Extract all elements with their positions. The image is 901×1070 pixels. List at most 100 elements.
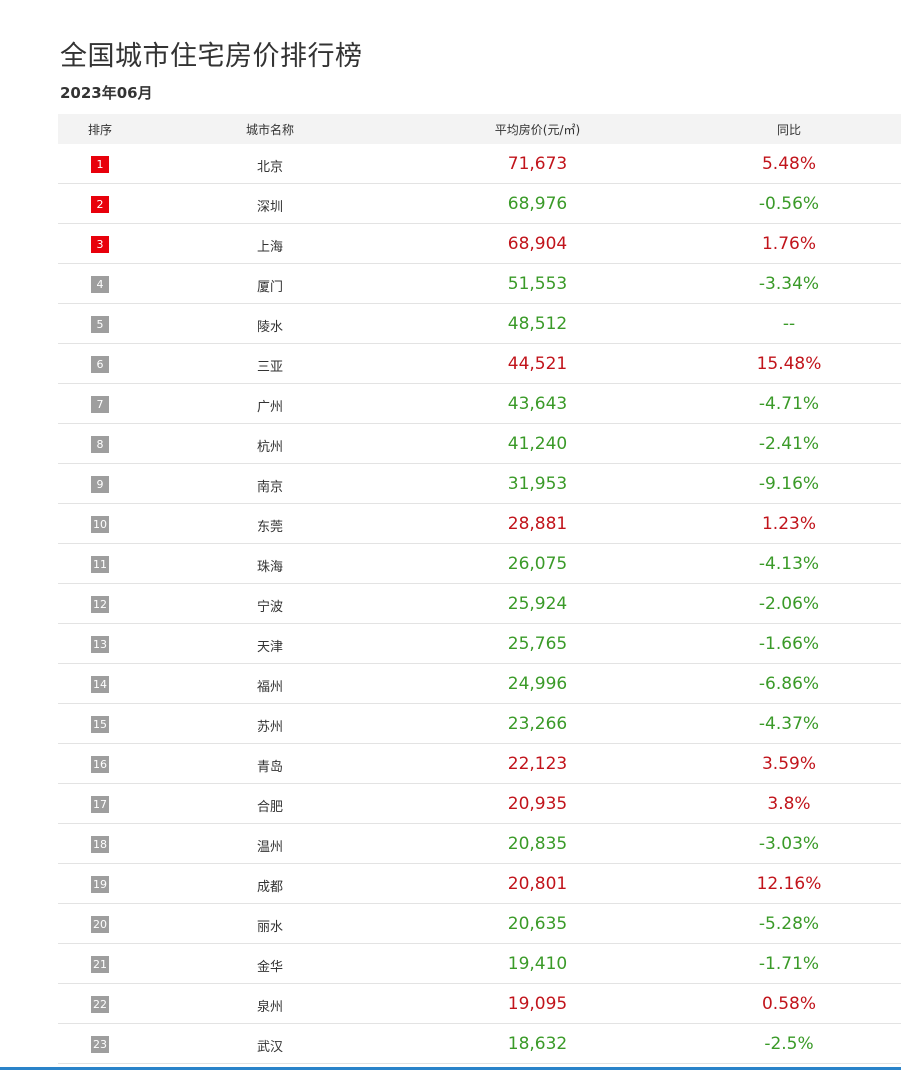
rank-badge: 17 xyxy=(91,796,109,813)
rank-cell: 4 xyxy=(58,274,142,293)
table-row: 16 青岛 22,123 3.59% xyxy=(58,744,901,784)
table-row: 14 福州 24,996 -6.86% xyxy=(58,664,901,704)
city-cell: 宁波 xyxy=(142,594,398,615)
yoy-change: 3.8% xyxy=(767,793,811,814)
city-name: 温州 xyxy=(256,840,283,855)
price-cell: 25,924 xyxy=(398,594,677,614)
city-cell: 青岛 xyxy=(142,754,398,775)
city-cell: 合肥 xyxy=(142,794,398,815)
rank-cell: 8 xyxy=(58,434,142,453)
yoy-change: 1.23% xyxy=(761,513,816,534)
yoy-cell: 1.76% xyxy=(677,234,901,254)
rank-cell: 23 xyxy=(58,1034,142,1053)
table-row: 8 杭州 41,240 -2.41% xyxy=(58,424,901,464)
table-row: 10 东莞 28,881 1.23% xyxy=(58,504,901,544)
yoy-cell: -4.37% xyxy=(677,714,901,734)
rank-cell: 2 xyxy=(58,194,142,213)
city-cell: 广州 xyxy=(142,394,398,415)
city-cell: 珠海 xyxy=(142,554,398,575)
yoy-change: 3.59% xyxy=(761,753,816,774)
yoy-cell: -- xyxy=(677,314,901,334)
rank-cell: 18 xyxy=(58,834,142,853)
average-price: 26,075 xyxy=(507,553,568,574)
table-row: 17 合肥 20,935 3.8% xyxy=(58,784,901,824)
city-name: 东莞 xyxy=(256,520,283,535)
rank-badge: 10 xyxy=(91,516,109,533)
city-name: 泉州 xyxy=(256,1000,283,1015)
table-row: 6 三亚 44,521 15.48% xyxy=(58,344,901,384)
rank-badge: 13 xyxy=(91,636,109,653)
column-header-rank: 排序 xyxy=(87,122,112,137)
page-title: 全国城市住宅房价排行榜 xyxy=(60,41,363,72)
yoy-cell: -5.28% xyxy=(677,914,901,934)
city-name: 宁波 xyxy=(256,600,283,615)
city-cell: 北京 xyxy=(142,154,398,175)
yoy-change: -5.28% xyxy=(758,913,820,934)
city-name: 武汉 xyxy=(256,1040,283,1055)
city-cell: 武汉 xyxy=(142,1034,398,1055)
average-price: 20,835 xyxy=(507,833,568,854)
rank-badge: 16 xyxy=(91,756,109,773)
rank-cell: 17 xyxy=(58,794,142,813)
rank-badge: 20 xyxy=(91,916,109,933)
price-cell: 71,673 xyxy=(398,154,677,174)
rank-cell: 12 xyxy=(58,594,142,613)
rank-cell: 7 xyxy=(58,394,142,413)
table-row: 23 武汉 18,632 -2.5% xyxy=(58,1024,901,1064)
city-cell: 苏州 xyxy=(142,714,398,735)
rank-cell: 16 xyxy=(58,754,142,773)
yoy-change: 5.48% xyxy=(761,153,816,174)
average-price: 71,673 xyxy=(507,153,568,174)
yoy-change: -0.56% xyxy=(758,193,820,214)
average-price: 22,123 xyxy=(507,753,568,774)
city-cell: 福州 xyxy=(142,674,398,695)
price-cell: 44,521 xyxy=(398,354,677,374)
price-cell: 51,553 xyxy=(398,274,677,294)
city-cell: 丽水 xyxy=(142,914,398,935)
city-name: 陵水 xyxy=(256,320,283,335)
average-price: 19,410 xyxy=(507,953,568,974)
price-cell: 20,835 xyxy=(398,834,677,854)
table-row: 2 深圳 68,976 -0.56% xyxy=(58,184,901,224)
city-cell: 温州 xyxy=(142,834,398,855)
yoy-change: -4.71% xyxy=(758,393,820,414)
city-name: 厦门 xyxy=(256,280,283,295)
average-price: 68,904 xyxy=(507,233,568,254)
rank-cell: 3 xyxy=(58,234,142,253)
city-cell: 天津 xyxy=(142,634,398,655)
price-cell: 31,953 xyxy=(398,474,677,494)
table-row: 15 苏州 23,266 -4.37% xyxy=(58,704,901,744)
yoy-cell: -2.5% xyxy=(677,1034,901,1054)
table-row: 20 丽水 20,635 -5.28% xyxy=(58,904,901,944)
table-row: 22 泉州 19,095 0.58% xyxy=(58,984,901,1024)
price-cell: 22,123 xyxy=(398,754,677,774)
city-name: 丽水 xyxy=(256,920,283,935)
rank-badge: 21 xyxy=(91,956,109,973)
yoy-cell: -4.13% xyxy=(677,554,901,574)
price-cell: 68,976 xyxy=(398,194,677,214)
yoy-cell: -0.56% xyxy=(677,194,901,214)
table-row: 7 广州 43,643 -4.71% xyxy=(58,384,901,424)
yoy-change: -6.86% xyxy=(758,673,820,694)
yoy-change: -2.41% xyxy=(758,433,820,454)
price-cell: 20,801 xyxy=(398,874,677,894)
rank-badge: 6 xyxy=(91,356,109,373)
yoy-cell: -1.71% xyxy=(677,954,901,974)
average-price: 41,240 xyxy=(507,433,568,454)
rank-badge: 5 xyxy=(91,316,109,333)
table-row: 4 厦门 51,553 -3.34% xyxy=(58,264,901,304)
report-date: 2023年06月 xyxy=(60,84,153,102)
average-price: 44,521 xyxy=(507,353,568,374)
city-name: 北京 xyxy=(256,160,283,175)
rank-cell: 19 xyxy=(58,874,142,893)
city-name: 青岛 xyxy=(256,760,283,775)
city-name: 广州 xyxy=(256,400,283,415)
yoy-change: -- xyxy=(782,313,796,334)
price-cell: 41,240 xyxy=(398,434,677,454)
rank-cell: 13 xyxy=(58,634,142,653)
bottom-accent-line xyxy=(0,1067,901,1070)
city-cell: 成都 xyxy=(142,874,398,895)
price-cell: 28,881 xyxy=(398,514,677,534)
rank-cell: 9 xyxy=(58,474,142,493)
rank-cell: 5 xyxy=(58,314,142,333)
